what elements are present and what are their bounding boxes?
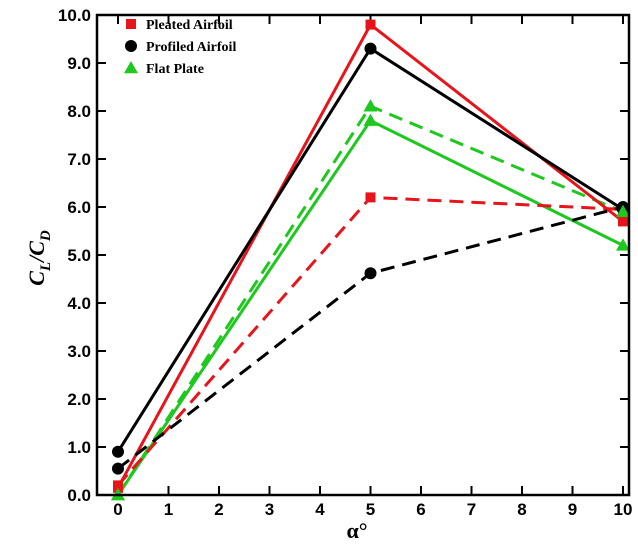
series-line-dashed-3 xyxy=(117,205,624,470)
y-tick-label: 8.0 xyxy=(67,102,91,121)
data-point xyxy=(365,19,376,30)
y-axis-label-main: C xyxy=(24,271,49,286)
x-tick-label: 9 xyxy=(568,500,577,519)
x-tick-label: 8 xyxy=(517,500,526,519)
x-tick-label: 2 xyxy=(214,500,223,519)
data-point xyxy=(365,192,376,203)
legend-label: Flat Plate xyxy=(146,62,204,77)
y-tick-label: 10.0 xyxy=(58,6,91,25)
data-point xyxy=(364,42,377,55)
series-line-pleated-airfoil xyxy=(116,22,624,489)
y-axis-label-slash: /C xyxy=(24,241,49,264)
y-tick-label: 9.0 xyxy=(67,54,91,73)
x-tick-label: 3 xyxy=(265,500,274,519)
legend-marker-square xyxy=(126,19,136,29)
y-tick-label: 0.0 xyxy=(67,486,91,505)
y-tick-label: 7.0 xyxy=(67,150,91,169)
x-tick-label: 10 xyxy=(614,500,633,519)
data-point xyxy=(364,267,377,280)
data-point xyxy=(113,480,123,491)
y-axis-label-sub-l: L xyxy=(38,262,54,272)
legend-label: Profiled Airfoil xyxy=(146,40,236,55)
data-point xyxy=(112,445,124,458)
x-tick-label: 6 xyxy=(416,500,425,519)
data-point xyxy=(618,216,628,227)
legend-marker-triangle xyxy=(124,61,138,74)
x-tick-label: 1 xyxy=(164,500,173,519)
tick-labels: 0 1 2 3 4 5 6 7 8 9 10 0.0 1.0 2.0 3.0 4.0 5.0 6.0 7.0 8.0 9… xyxy=(58,6,633,519)
y-axis-label: CL/CD xyxy=(24,230,54,286)
series-line-dashed-5 xyxy=(116,104,624,496)
data-point xyxy=(363,99,378,112)
series-line-flat-plate xyxy=(116,118,624,496)
series-line-dashed-1 xyxy=(116,195,624,487)
legend-marker-circle xyxy=(125,40,137,52)
y-tick-label: 5.0 xyxy=(67,246,91,265)
plot-frame xyxy=(95,13,631,497)
x-tick-label: 0 xyxy=(113,500,122,519)
y-tick-label: 2.0 xyxy=(67,390,91,409)
x-tick-label: 4 xyxy=(315,500,325,519)
y-tick-label: 6.0 xyxy=(67,198,91,217)
legend-label: Pleated Airfoil xyxy=(146,18,233,33)
marker-layer xyxy=(111,19,630,501)
legend: Pleated Airfoil Profiled Airfoil Flat Plat… xyxy=(124,18,236,77)
y-tick-label: 3.0 xyxy=(67,342,91,361)
data-point xyxy=(363,113,378,126)
y-tick-label: 4.0 xyxy=(67,294,91,313)
x-tick-label: 7 xyxy=(467,500,476,519)
data-point xyxy=(112,462,124,475)
x-tick-label: 5 xyxy=(366,500,375,519)
data-point xyxy=(616,238,630,251)
y-tick-label: 1.0 xyxy=(67,438,91,457)
y-axis-label-sub-d: D xyxy=(38,230,54,242)
series-layer xyxy=(116,22,624,496)
data-point xyxy=(616,204,630,218)
x-axis-label: α° xyxy=(346,518,367,543)
